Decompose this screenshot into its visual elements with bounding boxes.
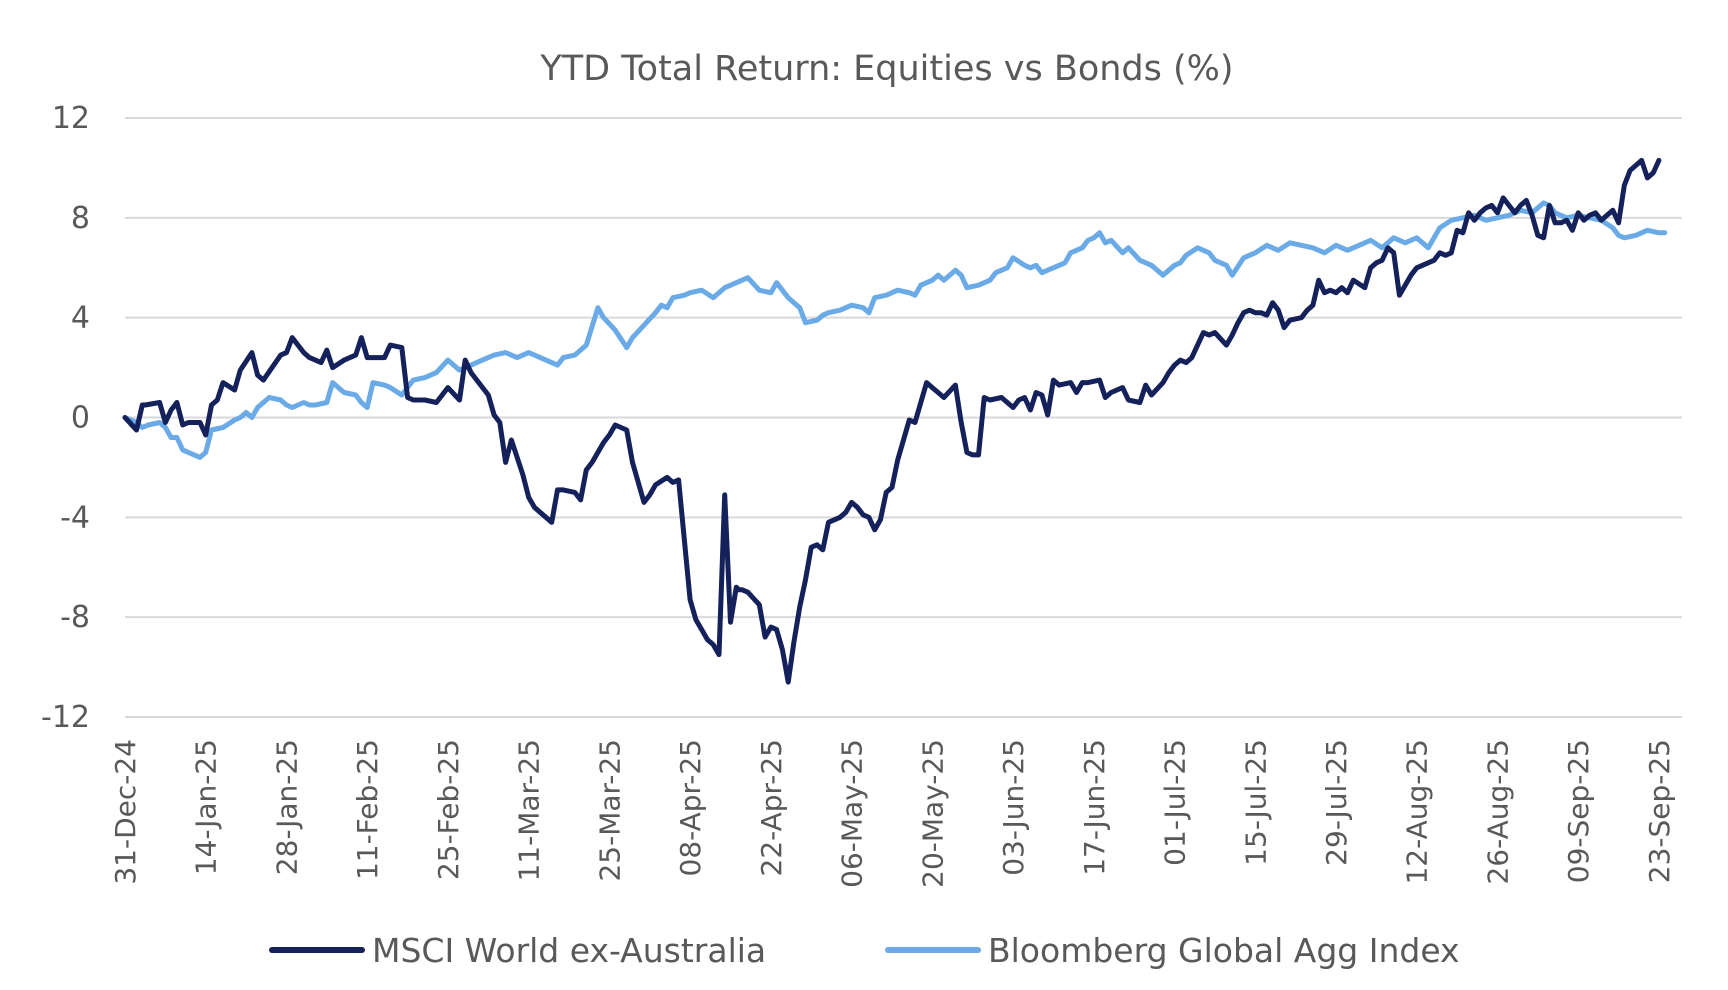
x-tick-label: 25-Feb-25 xyxy=(432,739,465,880)
y-tick-label: 4 xyxy=(71,301,90,336)
x-tick-label: 23-Sep-25 xyxy=(1643,739,1676,883)
chart-title: YTD Total Return: Equities vs Bonds (%) xyxy=(539,49,1233,89)
series-lines xyxy=(122,157,1668,685)
y-tick-label: -12 xyxy=(41,700,90,735)
legend: MSCI World ex-Australia Bloomberg Global… xyxy=(269,931,1460,970)
y-tick-label: 0 xyxy=(71,401,90,436)
x-tick-label: 12-Aug-25 xyxy=(1401,739,1434,885)
y-tick-label: 12 xyxy=(52,101,90,136)
x-tick-label: 25-Mar-25 xyxy=(593,739,626,882)
legend-label-msci: MSCI World ex-Australia xyxy=(372,931,766,970)
x-axis-ticks: 31-Dec-24 14-Jan-25 28-Jan-25 11-Feb-25 25-F… xyxy=(109,739,1676,888)
x-tick-label: 08-Apr-25 xyxy=(674,739,707,877)
y-tick-label: -4 xyxy=(60,500,90,535)
x-tick-label: 29-Jul-25 xyxy=(1320,739,1353,866)
y-axis-ticks: 12 8 4 0 -4 -8 -12 xyxy=(41,101,90,735)
x-tick-label: 11-Feb-25 xyxy=(351,739,384,880)
x-tick-label: 17-Jun-25 xyxy=(1078,739,1111,876)
x-tick-label: 06-May-25 xyxy=(836,739,869,888)
y-tick-label: -8 xyxy=(60,600,90,635)
legend-label-bloomberg: Bloomberg Global Agg Index xyxy=(988,931,1460,970)
x-tick-label: 11-Mar-25 xyxy=(513,739,546,882)
x-tick-label: 20-May-25 xyxy=(916,739,949,888)
x-tick-label: 15-Jul-25 xyxy=(1239,739,1272,866)
series-line-bloomberg xyxy=(122,200,1668,460)
x-tick-label: 03-Jun-25 xyxy=(997,739,1030,876)
x-tick-label: 22-Apr-25 xyxy=(755,739,788,877)
x-tick-label: 31-Dec-24 xyxy=(109,739,142,885)
x-tick-label: 09-Sep-25 xyxy=(1562,739,1595,883)
series-line-msci xyxy=(122,157,1662,685)
y-tick-label: 8 xyxy=(71,201,90,236)
x-tick-label: 26-Aug-25 xyxy=(1481,739,1514,885)
grid-lines xyxy=(125,117,1682,718)
x-tick-label: 01-Jul-25 xyxy=(1159,739,1192,866)
x-tick-label: 14-Jan-25 xyxy=(190,739,223,875)
x-tick-label: 28-Jan-25 xyxy=(270,739,303,875)
